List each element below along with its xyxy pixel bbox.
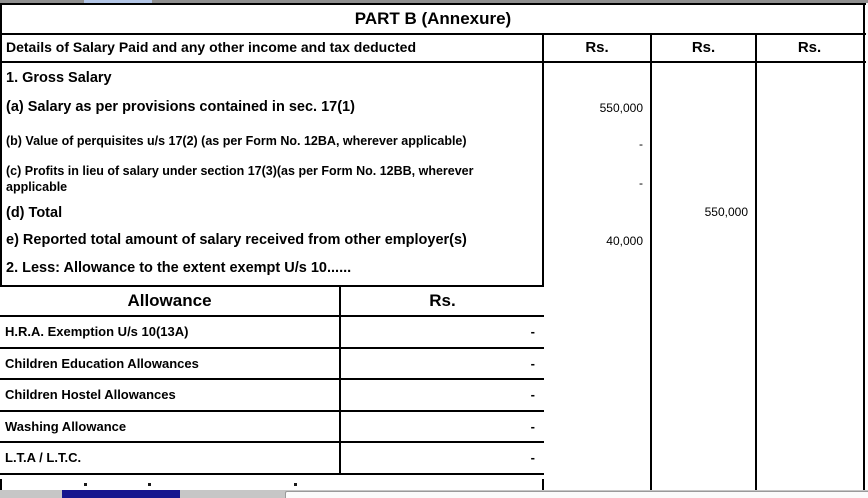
- title-bottom-border: [0, 33, 866, 35]
- header-rs-col2[interactable]: Rs.: [691, 39, 716, 56]
- row-e-reported-label[interactable]: e) Reported total amount of salary recei…: [6, 232, 467, 248]
- allowance-rs-header-cell[interactable]: Rs.: [429, 291, 456, 310]
- cut-text-fragment: [148, 483, 151, 486]
- children-hostel-cell[interactable]: Children Hostel Allowances: [0, 380, 341, 410]
- table-row: L.T.A / L.T.C. -: [0, 443, 544, 475]
- grid-line-col2: [650, 35, 652, 490]
- value-other-employer[interactable]: 40,000: [606, 234, 643, 248]
- allowance-table-header: Allowance Rs.: [0, 287, 544, 317]
- value-perquisites[interactable]: -: [639, 137, 643, 151]
- row-a-salary-label[interactable]: (a) Salary as per provisions contained i…: [6, 99, 355, 115]
- table-left-border: [0, 3, 2, 490]
- cut-text-fragment: [294, 483, 297, 486]
- children-hostel-value[interactable]: -: [530, 387, 535, 403]
- allowance-table: Allowance Rs. H.R.A. Exemption U/s 10(13…: [0, 285, 544, 479]
- hra-exemption-cell[interactable]: H.R.A. Exemption U/s 10(13A): [0, 317, 341, 347]
- row-c-profits-label[interactable]: (c) Profits in lieu of salary under sect…: [6, 164, 474, 194]
- lta-ltc-value[interactable]: -: [530, 450, 535, 466]
- row-b-perquisites-label[interactable]: (b) Value of perquisites u/s 17(2) (as p…: [6, 134, 467, 148]
- scrollbar-fragment[interactable]: [84, 0, 152, 3]
- value-profits-in-lieu[interactable]: -: [639, 176, 643, 190]
- selection-fragment[interactable]: [62, 490, 180, 498]
- table-row: Children Hostel Allowances -: [0, 380, 544, 412]
- table-right-border: [863, 3, 865, 490]
- children-education-cell[interactable]: Children Education Allowances: [0, 348, 341, 378]
- table-top-border: [0, 3, 866, 5]
- table-row: H.R.A. Exemption U/s 10(13A) -: [0, 317, 544, 349]
- header-details-cell[interactable]: Details of Salary Paid and any other inc…: [6, 39, 416, 55]
- table-row: Children Education Allowances -: [0, 348, 544, 380]
- grid-line-col1: [542, 35, 544, 490]
- page-title[interactable]: PART B (Annexure): [354, 9, 512, 28]
- grid-line-col3: [755, 35, 757, 490]
- row-d-total-label[interactable]: (d) Total: [6, 205, 63, 221]
- lta-ltc-cell[interactable]: L.T.A / L.T.C.: [0, 443, 341, 473]
- header-rs-col3[interactable]: Rs.: [797, 39, 822, 56]
- cut-off-row: [0, 474, 544, 479]
- hra-exemption-value[interactable]: -: [530, 324, 535, 340]
- value-total[interactable]: 550,000: [704, 205, 748, 219]
- bottom-window-edge: [0, 490, 868, 498]
- top-window-edge: [0, 0, 868, 3]
- header-rs-col1[interactable]: Rs.: [585, 39, 609, 56]
- washing-allowance-cell[interactable]: Washing Allowance: [0, 411, 341, 441]
- header-bottom-border: [0, 61, 866, 63]
- overlapping-panel-edge: [285, 491, 868, 498]
- table-row: Washing Allowance -: [0, 411, 544, 443]
- row-2-less-label[interactable]: 2. Less: Allowance to the extent exempt …: [6, 260, 352, 276]
- children-education-value[interactable]: -: [530, 355, 535, 371]
- row-gross-salary-label[interactable]: 1. Gross Salary: [6, 70, 112, 86]
- cut-text-fragment: [84, 483, 87, 486]
- value-salary-17-1[interactable]: 550,000: [599, 101, 643, 115]
- allowance-header-cell[interactable]: Allowance: [0, 287, 341, 315]
- washing-allowance-value[interactable]: -: [530, 418, 535, 434]
